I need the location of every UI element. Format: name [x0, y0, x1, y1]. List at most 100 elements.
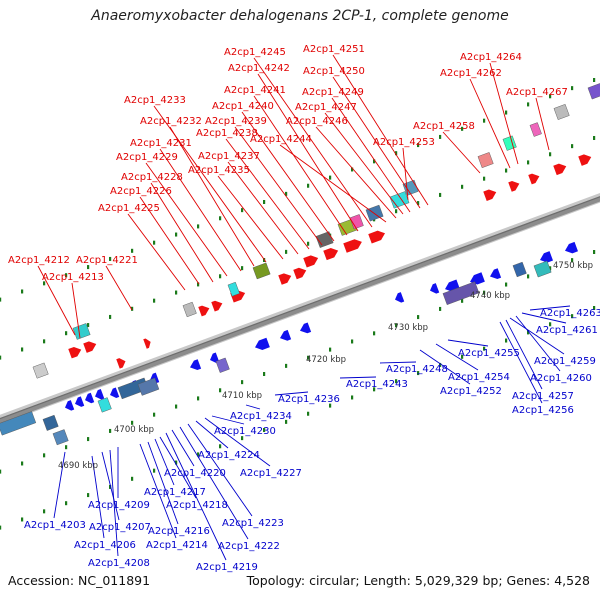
leader-line [339, 376, 377, 379]
gene-label-bottom: A2cp1_4222 [218, 541, 280, 552]
leader-line [324, 112, 404, 215]
leader-line [521, 312, 567, 324]
leader-line [139, 443, 177, 539]
gene-feature-box [529, 122, 542, 137]
leader-line [109, 449, 119, 557]
gene-feature-box [365, 204, 384, 222]
scale-labels: 4690 kbp 4700 kbp 4710 kbp 4720 kbp 4730 kbp… [58, 261, 593, 471]
forward-gene-arrow [528, 173, 540, 185]
leader-line [171, 429, 195, 467]
tick-mark [571, 314, 574, 319]
gene-label-bottom: A2cp1_4218 [166, 500, 228, 511]
leader-line [332, 76, 421, 209]
tick-mark [197, 282, 200, 287]
leader-line [159, 148, 242, 272]
tick-mark [175, 232, 178, 237]
scale-label: 4750 kbp [553, 261, 593, 271]
tick-mark [0, 297, 2, 302]
tick-mark [153, 298, 156, 303]
tick-mark [21, 517, 24, 522]
gene-label-top: A2cp1_4231 [130, 138, 192, 149]
gene-label-top: A2cp1_4267 [506, 87, 568, 98]
gene-label-top: A2cp1_4235 [188, 165, 250, 176]
leader-line [241, 111, 335, 242]
tick-mark [549, 266, 552, 271]
tick-mark [21, 289, 24, 294]
tick-mark [175, 460, 178, 465]
reverse-gene-arrow [280, 329, 292, 341]
tick-mark [483, 118, 486, 123]
tick-mark [307, 411, 310, 416]
tick-mark [241, 436, 244, 441]
tick-mark [197, 224, 200, 229]
leader-line [499, 321, 543, 404]
gene-label-bottom: A2cp1_4223 [222, 518, 284, 529]
gene-feature-box [42, 414, 59, 431]
tick-mark [285, 249, 288, 254]
gene-label-bottom: A2cp1_4261 [536, 325, 598, 336]
tick-mark [549, 322, 552, 327]
tick-mark [439, 134, 442, 139]
figure-title: Anaeromyxobacter dehalogenans 2CP-1, com… [91, 8, 509, 24]
gene-label-bottom: A2cp1_4248 [386, 364, 448, 375]
gene-feature-box [182, 301, 197, 318]
gene-label-bottom: A2cp1_4207 [89, 522, 151, 533]
forward-gene-arrow [278, 273, 292, 285]
leader-line [435, 343, 479, 371]
tick-mark [43, 453, 46, 458]
leader-line [165, 432, 227, 561]
tick-mark [351, 167, 354, 172]
tick-mark [219, 274, 222, 279]
tick-mark [549, 152, 552, 157]
tick-mark [307, 355, 310, 360]
scale-label: 4720 kbp [306, 355, 346, 365]
tick-mark [307, 241, 310, 246]
gene-label-top: A2cp1_4264 [460, 52, 522, 63]
tick-marks [0, 78, 596, 530]
tick-mark [329, 175, 332, 180]
gene-label-top: A2cp1_4250 [303, 66, 365, 77]
gene-feature-box [442, 281, 480, 305]
tick-mark [219, 388, 222, 393]
tick-mark [461, 354, 464, 359]
forward-gene-arrow [553, 163, 567, 176]
tick-mark [527, 102, 530, 107]
reverse-gene-arrow [540, 251, 553, 263]
tick-mark [219, 216, 222, 221]
leader-line [402, 147, 409, 201]
tick-mark [329, 347, 332, 352]
tick-mark [505, 168, 508, 173]
gene-label-bottom: A2cp1_4219 [196, 562, 258, 573]
reverse-gene-arrow [85, 392, 95, 404]
tick-mark [285, 419, 288, 424]
tick-mark [131, 476, 134, 481]
tick-mark [461, 126, 464, 131]
gene-feature-box [52, 429, 69, 446]
leader-line [204, 417, 271, 467]
gene-feature-box [502, 135, 517, 151]
tick-mark [109, 256, 112, 261]
tick-mark [307, 183, 310, 188]
gene-label-top: A2cp1_4240 [212, 101, 274, 112]
gene-label-bottom: A2cp1_4236 [278, 394, 340, 405]
tick-mark [505, 110, 508, 115]
reverse-gene-arrow [255, 337, 270, 350]
gene-feature-box [0, 411, 37, 436]
leader-line [331, 97, 411, 213]
gene-feature-box [477, 152, 494, 169]
genome-summary-text: Topology: circular; Length: 5,029,329 bp… [246, 573, 590, 588]
gene-label-top: A2cp1_4238 [196, 128, 258, 139]
gene-label-bottom: A2cp1_4260 [530, 373, 592, 384]
tick-mark [153, 240, 156, 245]
leader-line [529, 305, 571, 311]
gene-label-top: A2cp1_4212 [8, 255, 70, 266]
gene-features [0, 82, 600, 446]
tick-mark [131, 420, 134, 425]
gene-label-top: A2cp1_4242 [228, 63, 290, 74]
tick-mark [43, 509, 46, 514]
tick-mark [263, 372, 266, 377]
forward-gene-arrow [483, 189, 497, 201]
leader-line [489, 62, 519, 165]
tick-mark [351, 339, 354, 344]
